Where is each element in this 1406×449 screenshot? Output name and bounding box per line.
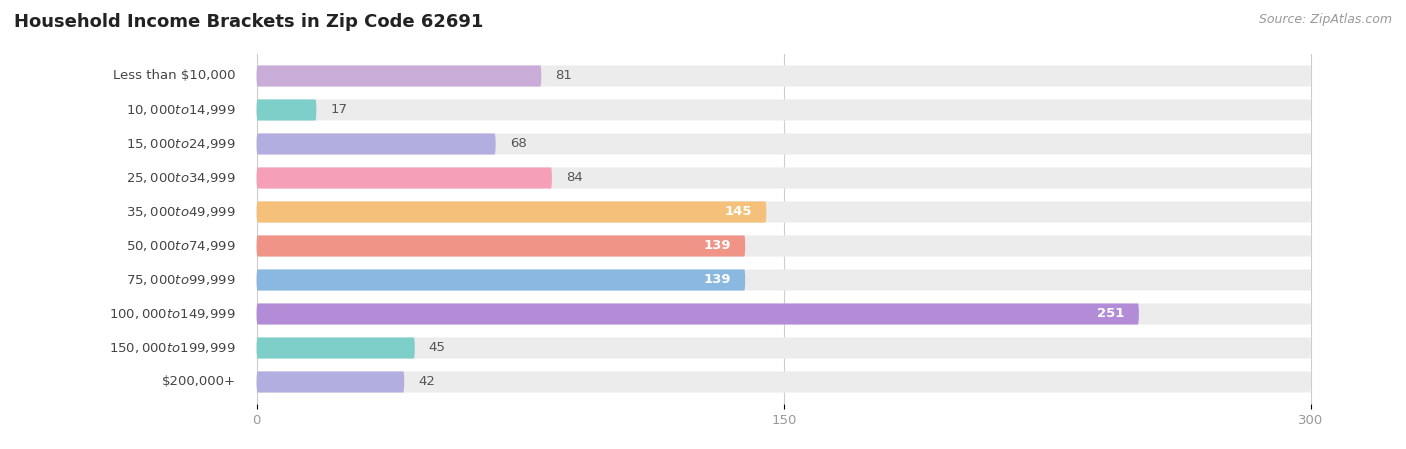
FancyBboxPatch shape [256,133,496,154]
FancyBboxPatch shape [256,66,541,87]
FancyBboxPatch shape [256,167,1312,189]
Text: 68: 68 [509,137,526,150]
Text: $150,000 to $199,999: $150,000 to $199,999 [110,341,235,355]
Text: 42: 42 [419,375,436,388]
Text: Less than $10,000: Less than $10,000 [112,70,235,83]
Text: 17: 17 [330,103,347,116]
FancyBboxPatch shape [256,371,1312,392]
Text: $200,000+: $200,000+ [162,375,235,388]
Text: $50,000 to $74,999: $50,000 to $74,999 [125,239,235,253]
Text: 84: 84 [565,172,582,185]
FancyBboxPatch shape [256,235,1312,256]
Text: 251: 251 [1098,308,1125,321]
FancyBboxPatch shape [256,202,1312,223]
Text: $100,000 to $149,999: $100,000 to $149,999 [110,307,235,321]
FancyBboxPatch shape [256,304,1139,325]
Text: $75,000 to $99,999: $75,000 to $99,999 [125,273,235,287]
Text: 145: 145 [724,206,752,219]
Text: $35,000 to $49,999: $35,000 to $49,999 [125,205,235,219]
Text: $10,000 to $14,999: $10,000 to $14,999 [125,103,235,117]
Text: $15,000 to $24,999: $15,000 to $24,999 [125,137,235,151]
Text: 81: 81 [555,70,572,83]
FancyBboxPatch shape [256,99,316,120]
Text: 139: 139 [703,239,731,252]
FancyBboxPatch shape [256,371,405,392]
FancyBboxPatch shape [256,269,1312,291]
FancyBboxPatch shape [256,99,1312,120]
FancyBboxPatch shape [256,202,766,223]
FancyBboxPatch shape [256,338,1312,359]
Text: Household Income Brackets in Zip Code 62691: Household Income Brackets in Zip Code 62… [14,13,484,31]
FancyBboxPatch shape [256,269,745,291]
Text: 45: 45 [429,342,446,355]
FancyBboxPatch shape [256,304,1312,325]
FancyBboxPatch shape [256,133,1312,154]
Text: 139: 139 [703,273,731,286]
FancyBboxPatch shape [256,167,551,189]
FancyBboxPatch shape [256,235,745,256]
FancyBboxPatch shape [256,338,415,359]
FancyBboxPatch shape [256,66,1312,87]
Text: Source: ZipAtlas.com: Source: ZipAtlas.com [1258,13,1392,26]
Text: $25,000 to $34,999: $25,000 to $34,999 [125,171,235,185]
